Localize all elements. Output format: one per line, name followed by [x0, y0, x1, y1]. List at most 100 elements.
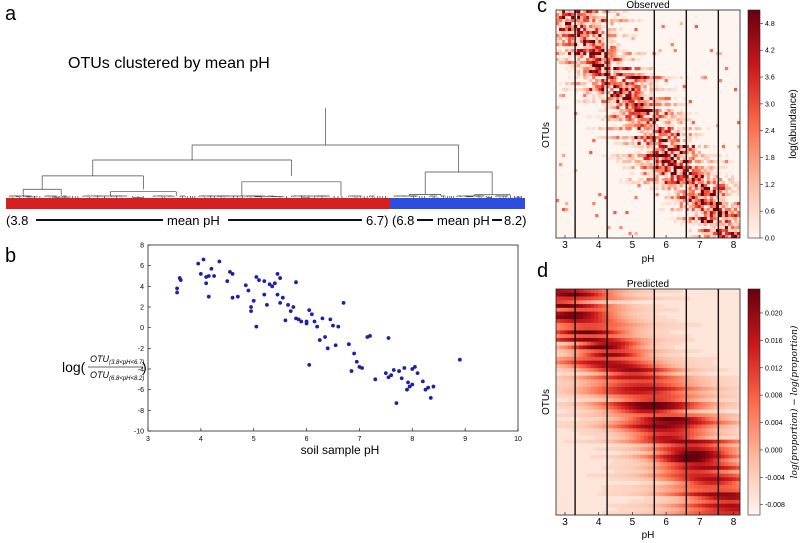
predicted-x-label: pH: [642, 530, 655, 541]
scatter-point: [346, 342, 351, 347]
heatmap-x-tick-label: 4: [596, 240, 602, 251]
scatter-point: [262, 279, 267, 284]
heatmap-x-tick-label: 3: [562, 517, 568, 528]
scatter-point: [196, 261, 201, 266]
scatter-point: [254, 275, 259, 279]
colorbar-tick-label: 3.0: [765, 101, 775, 108]
scatter-point: [352, 351, 357, 356]
colorbar-tick-label: 1.8: [765, 155, 775, 162]
scatter-point: [410, 367, 415, 371]
scatter-point: [405, 387, 409, 392]
scatter-point: [228, 269, 232, 274]
scatter-point: [331, 323, 335, 328]
panel-label-b: b: [5, 245, 16, 267]
scatter-point: [175, 290, 179, 295]
scatter-point: [373, 377, 378, 382]
scatter-point: [243, 283, 248, 288]
scatter-y-tick-label: -6: [138, 387, 144, 394]
colorbar-tick-label: 2.4: [765, 128, 775, 135]
scatter-point: [391, 368, 396, 372]
scatter-point: [249, 305, 253, 309]
scatter-point: [267, 282, 272, 287]
panel-a: OTUs clustered by mean pH (3.8 mean pH 6…: [6, 55, 526, 228]
predicted-x-ticks: 3 4 5 6 7 8: [562, 512, 737, 528]
red-range-end: 6.7): [366, 213, 388, 228]
scatter-point: [254, 324, 259, 329]
scatter-point: [249, 309, 253, 314]
observed-colorbar-label: log(abundance): [788, 89, 799, 159]
scatter-point: [275, 292, 280, 297]
scatter-point: [323, 335, 327, 339]
predicted-heatmap-frame: [555, 288, 741, 516]
scatter-point: [270, 284, 275, 289]
scatter-y-tick-label: 8: [140, 243, 144, 250]
heatmap-x-tick-label: 5: [630, 240, 636, 251]
predicted-colorbar-label: log(proportion) − log(proportion): [789, 325, 800, 478]
scatter-point: [410, 382, 415, 387]
scatter-point: [349, 369, 354, 373]
scatter-point: [307, 362, 312, 367]
scatter-x-tick-label: 3: [146, 436, 150, 443]
scatter-point: [206, 294, 211, 299]
scatter-point: [431, 384, 436, 389]
scatter-point: [420, 379, 425, 384]
scatter-point: [457, 357, 462, 362]
dendrogram: [9, 108, 523, 203]
scatter-y-tick-label: 6: [140, 263, 144, 270]
panel-label-a: a: [5, 3, 17, 25]
scatter-x-tick-label: 8: [410, 436, 414, 443]
predicted-y-label: OTUs: [541, 389, 552, 415]
observed-separator-lines: [574, 10, 720, 238]
scatter-point: [320, 316, 325, 321]
colorbar-tick-label: 0.0: [765, 236, 775, 243]
scatter-plot-area: [147, 244, 519, 432]
predicted-colorbar: [747, 288, 761, 516]
scatter-point: [386, 375, 391, 380]
scatter-point: [275, 272, 280, 276]
heatmap-x-tick-label: 7: [697, 517, 703, 528]
scatter-y-label: log( OTU(3.8<pH<6.7) OTU(6.8<pH<8.2) ): [62, 354, 147, 382]
scatter-point: [389, 373, 394, 378]
predicted-colorbar-ticks: 0.020 0.016 0.012 0.008 0.004 0.000 -0.004 -0.0…: [760, 310, 785, 509]
svg-text:log(: log(: [62, 359, 86, 375]
red-range-start: (3.8: [6, 213, 28, 228]
scatter-point: [317, 338, 322, 342]
scatter-point: [283, 318, 288, 323]
scatter-point: [341, 300, 346, 305]
scatter-point: [209, 266, 214, 271]
scatter-x-tick-label: 10: [514, 436, 522, 443]
scatter-point: [212, 274, 216, 278]
colorbar-tick-label: 0.008: [765, 393, 783, 400]
scatter-point: [394, 401, 399, 405]
scatter-point: [402, 366, 407, 370]
observed-colorbar-ticks: 4.8 4.2 3.6 3.0 2.4 1.8 1.2 0.6 0.0: [760, 21, 775, 243]
colorbar-tick-label: -0.004: [765, 475, 785, 482]
colorbar-tick-label: -0.008: [765, 502, 785, 509]
colorbar-tick-label: 0.000: [765, 447, 783, 454]
scatter-point: [333, 343, 338, 348]
scatter-point: [328, 317, 333, 322]
scatter-point: [204, 281, 209, 286]
scatter-point: [294, 280, 298, 285]
scatter-point: [291, 305, 296, 309]
colorbar-tick-label: 0.004: [765, 420, 783, 427]
heatmap-x-tick-label: 6: [663, 517, 669, 528]
scatter-point: [368, 334, 372, 338]
scatter-x-tick-label: 7: [357, 436, 361, 443]
panel-c-heatmap: Observed 3 4 5 6 7 8 pH OTUs 4.8 4.2 3.6 3.0 2.4 1…: [541, 0, 799, 265]
observed-x-ticks: 3 4 5 6 7 8: [562, 235, 737, 251]
scatter-point: [235, 294, 240, 299]
scatter-point: [201, 257, 206, 262]
colorbar-tick-label: 0.016: [765, 338, 783, 345]
scatter-y-tick-label: -10: [134, 429, 144, 436]
scatter-x-label: soil sample pH: [301, 443, 380, 457]
scatter-point: [175, 286, 179, 291]
observed-y-label: OTUs: [541, 122, 552, 148]
scatter-y-tick-label: -4: [138, 367, 144, 374]
blue-range-end: 8.2): [504, 213, 526, 228]
predicted-heatmap-cells: [556, 289, 741, 516]
scatter-point: [406, 380, 410, 385]
scatter-point: [354, 359, 359, 364]
svg-text:OTU(6.8<pH<8.2): OTU(6.8<pH<8.2): [90, 370, 144, 382]
scatter-point: [280, 295, 285, 300]
